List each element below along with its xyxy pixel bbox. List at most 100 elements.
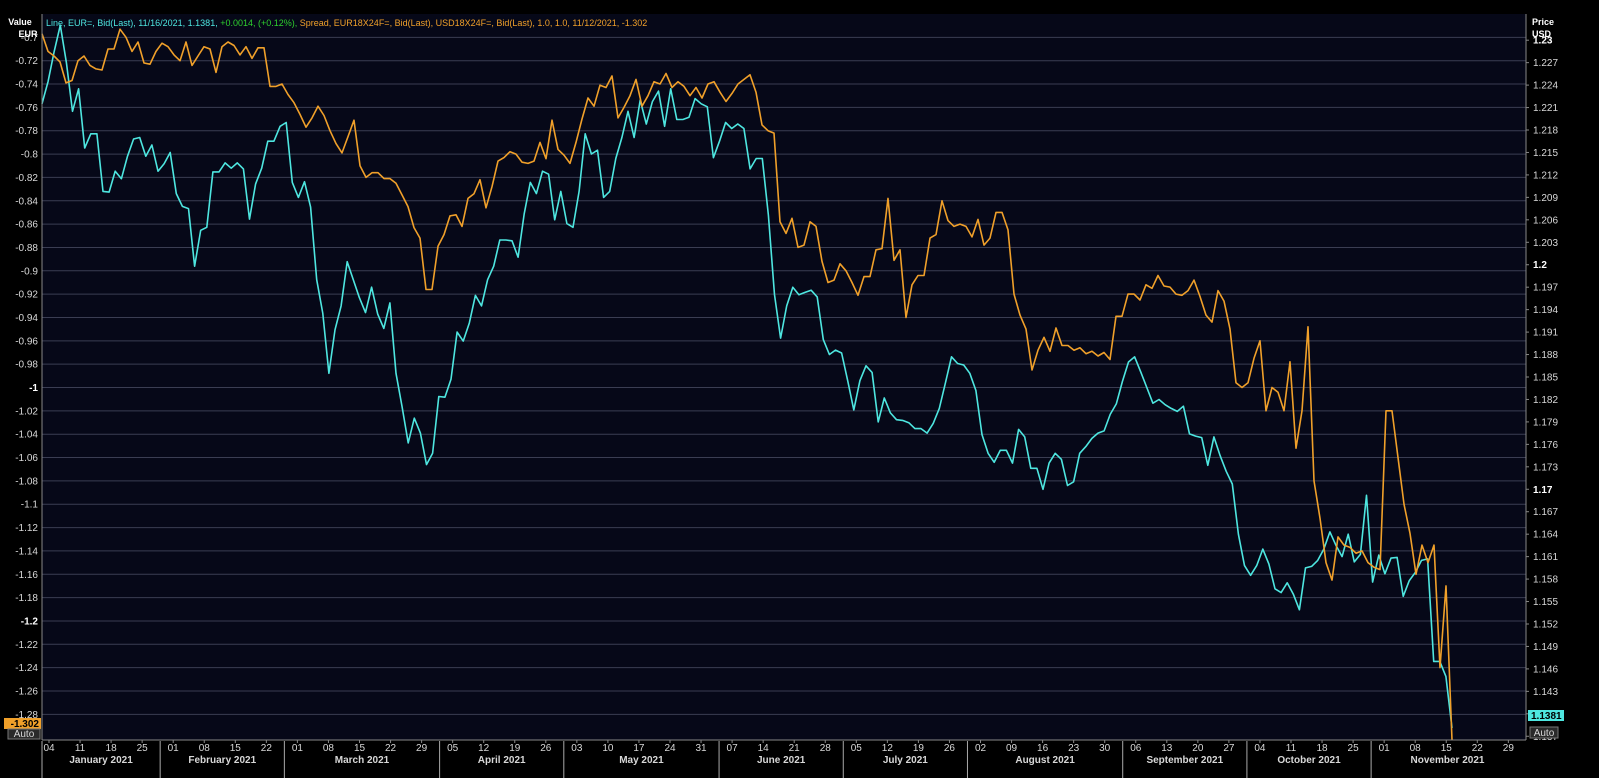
month-label: February 2021 xyxy=(188,755,256,766)
x-tick-label: 01 xyxy=(292,743,304,754)
x-tick-label: 08 xyxy=(323,743,335,754)
right-tick-label: 1.209 xyxy=(1533,193,1558,204)
left-auto-button[interactable] xyxy=(7,728,41,740)
left-tick-label: -1.26 xyxy=(15,686,38,697)
x-tick-label: 19 xyxy=(509,743,521,754)
x-tick-label: 11 xyxy=(75,743,86,754)
legend-eurusd-change: +0.0014, (+0.12%), xyxy=(220,18,300,28)
right-auto-label: Auto xyxy=(1534,728,1555,739)
left-axis-unit: EUR xyxy=(18,29,38,39)
x-tick-label: 21 xyxy=(789,743,801,754)
left-tick-label: -1.02 xyxy=(15,406,38,417)
right-tick-label: 1.203 xyxy=(1533,238,1558,249)
left-tick-label: -0.92 xyxy=(15,290,38,301)
left-tick-label: -0.88 xyxy=(15,243,38,254)
right-tick-label: 1.218 xyxy=(1533,126,1558,137)
right-tick-label: 1.149 xyxy=(1533,642,1558,653)
left-tick-label: -1.28 xyxy=(15,710,38,721)
right-tick-label: 1.158 xyxy=(1533,575,1558,586)
right-axis-title: Price xyxy=(1532,17,1554,27)
right-tick-label: 1.206 xyxy=(1533,215,1558,226)
x-tick-label: 22 xyxy=(385,743,397,754)
month-label: March 2021 xyxy=(335,755,390,766)
month-label: January 2021 xyxy=(69,755,133,766)
x-tick-label: 02 xyxy=(975,743,987,754)
right-tick-label: 1.17 xyxy=(1533,485,1553,496)
right-tick-label: 1.2 xyxy=(1533,260,1547,271)
series-layer xyxy=(41,24,1453,741)
right-tick-label: 1.221 xyxy=(1533,103,1558,114)
left-tick-label: -1.04 xyxy=(15,430,38,441)
left-tick-label: -0.94 xyxy=(15,313,38,324)
x-tick-label: 12 xyxy=(882,743,894,754)
x-tick-label: 01 xyxy=(168,743,180,754)
legend-eurusd: Line, EUR=, Bid(Last), 11/16/2021, 1.138… xyxy=(46,18,220,28)
left-tick-label: -1.1 xyxy=(21,500,39,511)
left-tick-label: -1.12 xyxy=(15,523,38,534)
left-tick-label: -0.7 xyxy=(21,33,39,44)
x-tick-label: 16 xyxy=(1037,743,1049,754)
legend: Line, EUR=, Bid(Last), 11/16/2021, 1.138… xyxy=(46,18,647,28)
x-tick-label: 19 xyxy=(913,743,925,754)
month-label: May 2021 xyxy=(619,755,664,766)
x-tick-label: 08 xyxy=(1410,743,1422,754)
left-tick-label: -0.76 xyxy=(15,103,38,114)
left-last-value-label: -1.302 xyxy=(11,719,40,730)
right-tick-label: 1.185 xyxy=(1533,373,1558,384)
left-axis-title: Value xyxy=(8,17,32,27)
right-tick-label: 1.224 xyxy=(1533,81,1558,92)
right-tick-label: 1.179 xyxy=(1533,417,1558,428)
x-tick-label: 05 xyxy=(447,743,459,754)
left-tick-label: -0.84 xyxy=(15,196,38,207)
left-tick-label: -1.24 xyxy=(15,663,38,674)
x-tick-label: 12 xyxy=(478,743,490,754)
left-tick-label: -1.18 xyxy=(15,593,38,604)
left-tick-label: -0.82 xyxy=(15,173,38,184)
month-label: June 2021 xyxy=(757,755,806,766)
left-auto-label: Auto xyxy=(14,729,35,740)
x-tick-label: 27 xyxy=(1223,743,1235,754)
right-tick-label: 1.167 xyxy=(1533,507,1558,518)
x-tick-label: 25 xyxy=(1348,743,1360,754)
right-tick-label: 1.176 xyxy=(1533,440,1558,451)
x-tick-label: 03 xyxy=(571,743,583,754)
x-tick-label: 07 xyxy=(727,743,739,754)
month-label: November 2021 xyxy=(1411,755,1485,766)
series-line-spread xyxy=(41,28,1453,741)
left-tick-label: -0.78 xyxy=(15,126,38,137)
x-tick-label: 24 xyxy=(664,743,676,754)
right-tick-label: 1.227 xyxy=(1533,58,1558,69)
left-axis: -0.7 -0.72 -0.74 -0.76 -0.78 -0.8 -0.82 -0.84 -0… xyxy=(15,14,43,740)
legend-spread: Spread, EUR18X24F=, Bid(Last), USD18X24F… xyxy=(300,18,648,28)
right-last-value-label: 1.1381 xyxy=(1531,711,1562,722)
right-tick-label: 1.146 xyxy=(1533,664,1558,675)
x-tick-label: 15 xyxy=(354,743,366,754)
x-tick-label: 25 xyxy=(137,743,149,754)
x-tick-label: 23 xyxy=(1068,743,1080,754)
right-tick-label: 1.191 xyxy=(1533,328,1558,339)
x-tick-label: 06 xyxy=(1130,743,1142,754)
right-tick-label: 1.212 xyxy=(1533,170,1558,181)
left-tick-label: -1.14 xyxy=(15,546,38,557)
right-tick-label: 1.188 xyxy=(1533,350,1558,361)
x-tick-label: 04 xyxy=(1254,743,1266,754)
month-label: September 2021 xyxy=(1146,755,1223,766)
x-tick-label: 13 xyxy=(1161,743,1173,754)
left-tick-label: -0.96 xyxy=(15,336,38,347)
month-label: July 2021 xyxy=(883,755,928,766)
right-auto-button[interactable] xyxy=(1529,726,1559,739)
x-tick-label: 29 xyxy=(1503,743,1515,754)
left-tick-label: -0.86 xyxy=(15,220,38,231)
right-axis-unit: USD xyxy=(1532,29,1552,39)
right-tick-label: 1.23 xyxy=(1533,36,1553,47)
plot-area xyxy=(42,14,1526,740)
x-tick-label: 08 xyxy=(199,743,211,754)
series-line-eurusd xyxy=(41,24,1453,729)
x-tick-label: 01 xyxy=(1379,743,1391,754)
x-tick-label: 04 xyxy=(43,743,55,754)
right-tick-label: 1.182 xyxy=(1533,395,1558,406)
x-tick-label: 18 xyxy=(106,743,118,754)
left-tick-label: -0.98 xyxy=(15,360,38,371)
x-tick-label: 05 xyxy=(851,743,863,754)
